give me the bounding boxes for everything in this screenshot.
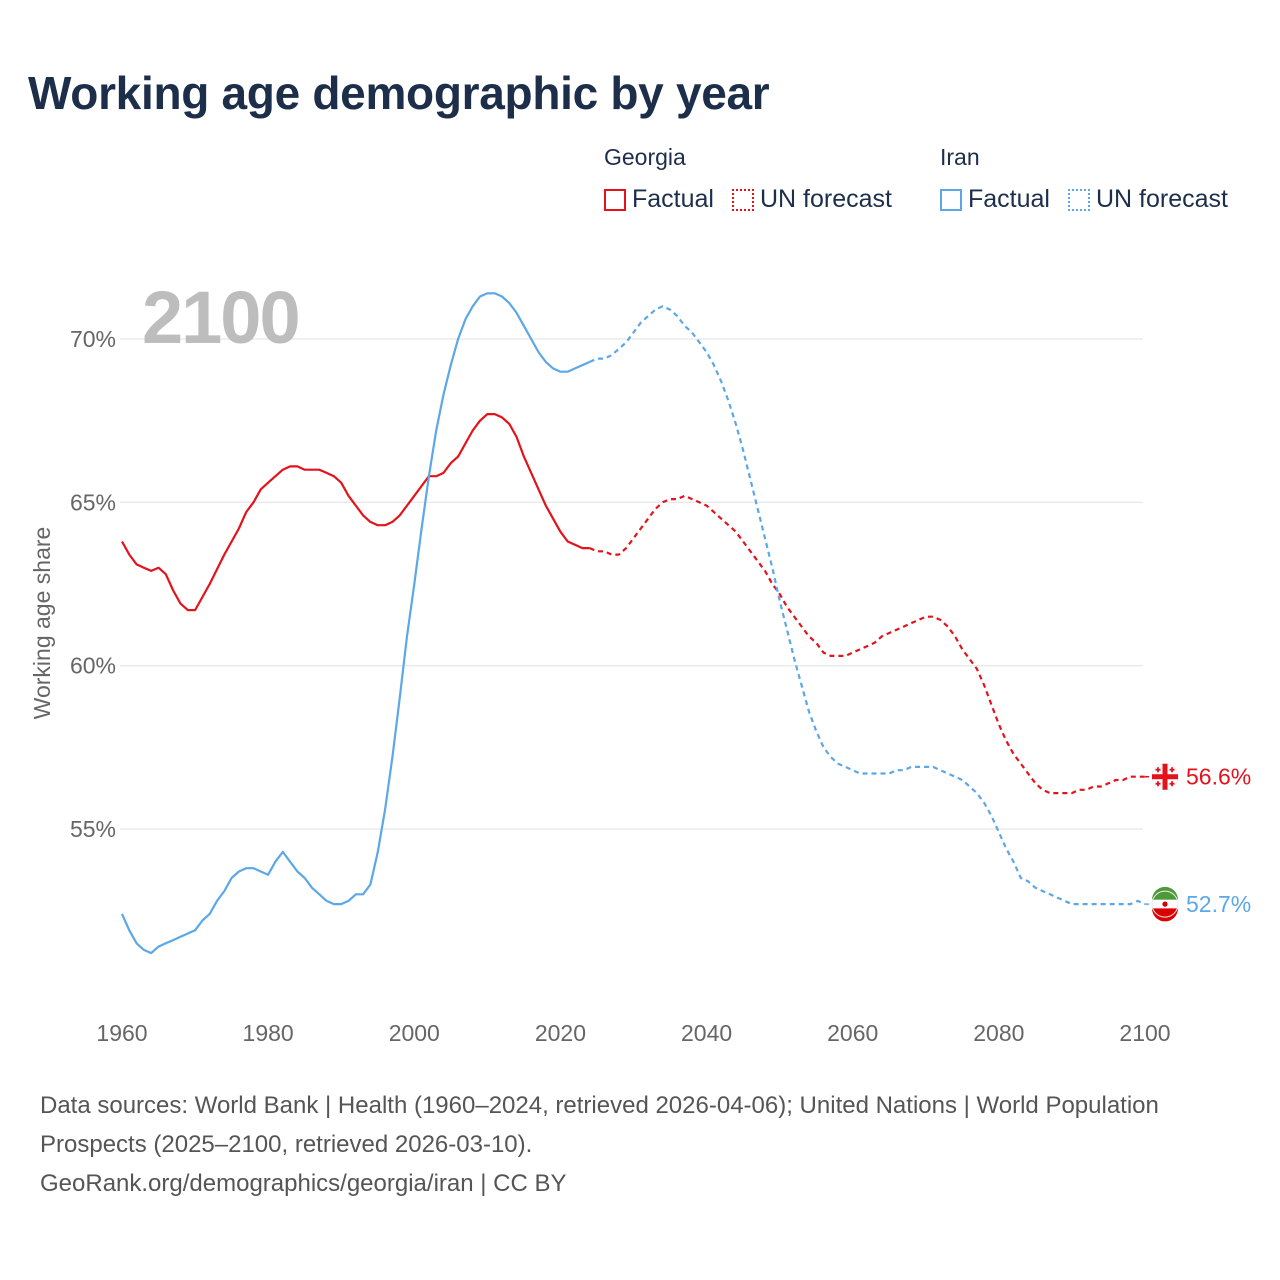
- line-chart: 55% 60% 65% 70% 1960 1980 2000 2020 2040 2060 208…: [29, 276, 1251, 1046]
- legend-item-iran-factual[interactable]: Factual: [940, 185, 1050, 214]
- legend-swatch-solid-icon: [940, 188, 962, 211]
- legend-item-georgia-forecast[interactable]: UN forecast: [731, 185, 892, 214]
- flag-red-band: [1152, 908, 1178, 922]
- flag-small-cross: [1157, 767, 1159, 773]
- legend-swatch-solid-icon: [604, 188, 626, 211]
- legend-group-iran: Iran Factual UN forecast: [940, 144, 1246, 214]
- x-tick-label: 1980: [243, 1020, 294, 1046]
- series-end-markers: 56.6% 52.7%: [1145, 763, 1251, 922]
- y-axis-ticks: 55% 60% 65% 70%: [70, 326, 116, 842]
- legend-label: UN forecast: [759, 185, 892, 213]
- chart-title: Working age demographic by year: [28, 67, 770, 119]
- y-tick-label: 60%: [70, 653, 116, 679]
- flag-green-band: [1152, 886, 1178, 900]
- x-tick-label: 2020: [535, 1020, 586, 1046]
- x-axis-ticks: 1960 1980 2000 2020 2040 2060 2080 2100: [96, 1020, 1170, 1046]
- flag-small-cross: [1157, 781, 1159, 787]
- flag-outline: [1151, 890, 1179, 918]
- x-tick-label: 2040: [681, 1020, 732, 1046]
- source-text: Data sources: World Bank | Health (1960–…: [40, 1092, 1159, 1158]
- legend-group-name: Georgia: [604, 144, 686, 170]
- series-line-iran-forecast: [589, 305, 1146, 906]
- x-tick-label: 2060: [827, 1020, 878, 1046]
- gridlines: [120, 338, 1143, 830]
- legend-item-georgia-factual[interactable]: Factual: [604, 185, 714, 214]
- x-tick-label: 2100: [1119, 1020, 1170, 1046]
- legend-item-iran-forecast[interactable]: UN forecast: [1067, 185, 1228, 214]
- legend-label: UN forecast: [1095, 185, 1228, 213]
- end-value-label-iran: 52.7%: [1186, 891, 1251, 917]
- series-line-iran-factual: [120, 292, 591, 955]
- series-line-georgia-factual: [121, 413, 590, 612]
- end-value-label-georgia: 56.6%: [1186, 764, 1251, 790]
- flag-small-cross: [1171, 767, 1173, 773]
- flag-small-cross: [1171, 781, 1173, 787]
- current-year-label: 2100: [142, 276, 299, 359]
- iran-flag-icon: [1151, 886, 1179, 922]
- y-tick-label: 70%: [70, 326, 116, 352]
- y-tick-label: 55%: [70, 816, 116, 842]
- series-line-georgia-forecast: [589, 494, 1145, 795]
- series-lines: [120, 292, 1146, 955]
- x-tick-label: 1960: [96, 1020, 147, 1046]
- legend-group-name: Iran: [940, 144, 980, 170]
- flag-emblem: [1162, 901, 1168, 907]
- source-link[interactable]: GeoRank.org/demographics/georgia/iran | …: [40, 1170, 567, 1197]
- x-tick-label: 2080: [973, 1020, 1024, 1046]
- flag-cross-vertical: [1162, 763, 1168, 790]
- legend-group-georgia: Georgia Factual UN forecast: [604, 144, 910, 214]
- georgia-flag-icon: [1151, 763, 1179, 791]
- x-tick-label: 2000: [389, 1020, 440, 1046]
- legend-swatch-dotted-icon: [731, 188, 754, 211]
- source-note: Data sources: World Bank | Health (1960–…: [40, 1086, 1200, 1203]
- legend-label: Factual: [968, 185, 1050, 213]
- legend-swatch-dotted-icon: [1067, 188, 1090, 211]
- y-tick-label: 65%: [70, 489, 116, 515]
- y-axis-label: Working age share: [29, 527, 55, 720]
- legend-label: Factual: [632, 185, 714, 213]
